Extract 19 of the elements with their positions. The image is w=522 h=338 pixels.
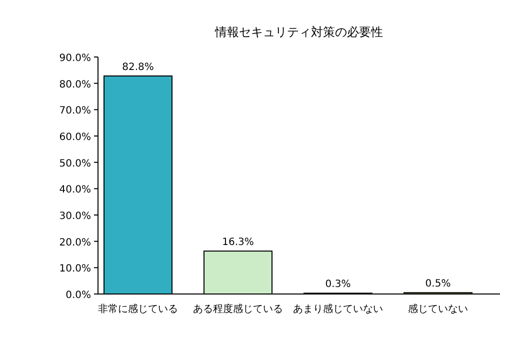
data-label: 82.8%: [122, 62, 154, 73]
x-tick-label: あまり感じていない: [293, 303, 383, 315]
y-tick-label: 20.0%: [59, 237, 91, 248]
data-label: 16.3%: [222, 237, 254, 248]
y-tick-label: 90.0%: [59, 53, 91, 64]
x-tick-label: 感じていない: [408, 303, 468, 315]
chart-title: 情報セキュリティ対策の必要性: [214, 25, 383, 39]
y-tick-label: 70.0%: [59, 106, 91, 117]
x-tick-label: ある程度感じている: [193, 303, 283, 315]
y-tick-label: 30.0%: [59, 211, 91, 222]
y-tick-label: 80.0%: [59, 79, 91, 90]
y-tick-label: 60.0%: [59, 132, 91, 143]
data-label: 0.5%: [425, 278, 451, 290]
data-label: 0.3%: [325, 279, 351, 290]
y-tick-label: 50.0%: [59, 158, 91, 170]
y-tick-label: 0.0%: [66, 290, 91, 301]
y-tick-label: 40.0%: [59, 184, 91, 196]
y-tick-label: 10.0%: [59, 264, 91, 275]
x-tick-label: 非常に感じている: [98, 303, 178, 315]
